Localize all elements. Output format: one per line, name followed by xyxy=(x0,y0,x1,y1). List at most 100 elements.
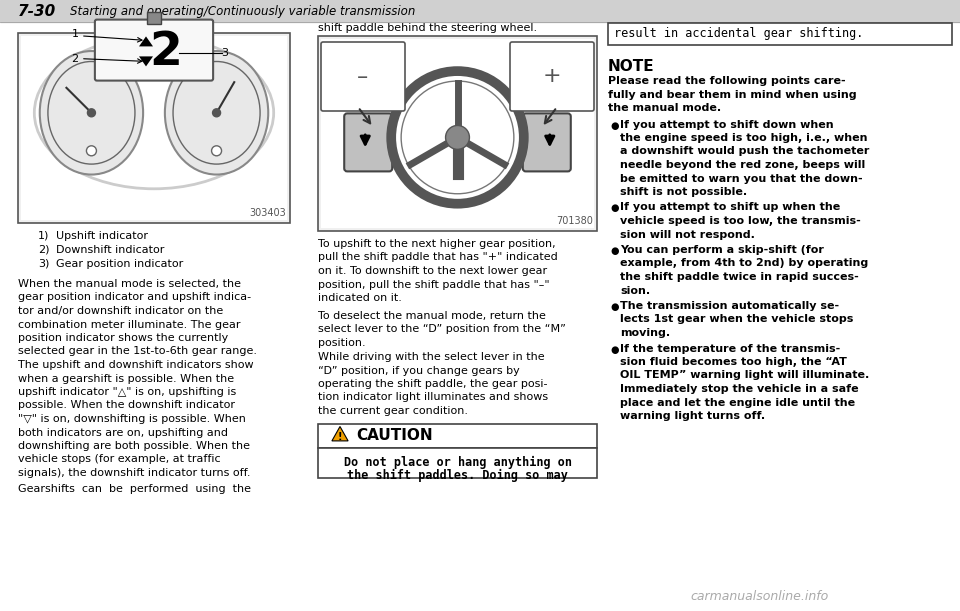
Text: vehicle speed is too low, the transmis-: vehicle speed is too low, the transmis- xyxy=(620,216,861,226)
Text: If you attempt to shift down when: If you attempt to shift down when xyxy=(620,120,833,130)
Text: position indicator shows the currently: position indicator shows the currently xyxy=(18,333,228,343)
Text: vehicle stops (for example, at traffic: vehicle stops (for example, at traffic xyxy=(18,455,221,464)
Bar xyxy=(318,423,597,447)
Text: ●: ● xyxy=(610,203,618,213)
Text: ●: ● xyxy=(610,120,618,131)
Text: To deselect the manual mode, return the: To deselect the manual mode, return the xyxy=(318,310,546,321)
Text: 3): 3) xyxy=(38,259,49,269)
Text: ●: ● xyxy=(610,246,618,256)
Text: gear position indicator and upshift indica-: gear position indicator and upshift indi… xyxy=(18,293,252,302)
Text: on it. To downshift to the next lower gear: on it. To downshift to the next lower ge… xyxy=(318,266,547,276)
Text: –: – xyxy=(357,67,369,87)
Text: pull the shift paddle that has "+" indicated: pull the shift paddle that has "+" indic… xyxy=(318,252,558,263)
Text: tion indicator light illuminates and shows: tion indicator light illuminates and sho… xyxy=(318,392,548,403)
Text: If you attempt to shift up when the: If you attempt to shift up when the xyxy=(620,202,840,213)
Text: 701380: 701380 xyxy=(556,216,593,226)
Bar xyxy=(318,36,597,231)
Text: indicated on it.: indicated on it. xyxy=(318,293,402,303)
Bar xyxy=(21,36,287,220)
Text: The upshift and downshift indicators show: The upshift and downshift indicators sho… xyxy=(18,360,253,370)
Text: the engine speed is too high, i.e., when: the engine speed is too high, i.e., when xyxy=(620,133,868,143)
Bar xyxy=(0,0,960,22)
Text: a downshift would push the tachometer: a downshift would push the tachometer xyxy=(620,147,870,156)
Text: example, from 4th to 2nd) by operating: example, from 4th to 2nd) by operating xyxy=(620,258,868,268)
Ellipse shape xyxy=(165,51,268,175)
Text: select lever to the “D” position from the “M”: select lever to the “D” position from th… xyxy=(318,324,565,334)
Text: 2: 2 xyxy=(150,31,182,75)
Text: operating the shift paddle, the gear posi-: operating the shift paddle, the gear pos… xyxy=(318,379,547,389)
Text: Gearshifts  can  be  performed  using  the: Gearshifts can be performed using the xyxy=(18,483,251,494)
Circle shape xyxy=(87,109,95,117)
FancyBboxPatch shape xyxy=(510,42,594,111)
Text: carmanualsonline.info: carmanualsonline.info xyxy=(691,590,829,603)
Text: The transmission automatically se-: The transmission automatically se- xyxy=(620,301,839,311)
FancyBboxPatch shape xyxy=(523,114,571,172)
Ellipse shape xyxy=(39,51,143,175)
Text: selected gear in the 1st-to-6th gear range.: selected gear in the 1st-to-6th gear ran… xyxy=(18,346,257,356)
Text: warning light turns off.: warning light turns off. xyxy=(620,411,765,421)
Bar xyxy=(321,39,594,228)
Text: Starting and operating/Continuously variable transmission: Starting and operating/Continuously vari… xyxy=(70,4,416,18)
Text: when a gearshift is possible. When the: when a gearshift is possible. When the xyxy=(18,373,234,384)
Text: both indicators are on, upshifting and: both indicators are on, upshifting and xyxy=(18,428,228,437)
Text: Immediately stop the vehicle in a safe: Immediately stop the vehicle in a safe xyxy=(620,384,858,394)
Text: 303403: 303403 xyxy=(250,208,286,218)
Polygon shape xyxy=(332,426,348,441)
FancyBboxPatch shape xyxy=(321,42,405,111)
Text: fully and bear them in mind when using: fully and bear them in mind when using xyxy=(608,89,856,100)
Text: downshifting are both possible. When the: downshifting are both possible. When the xyxy=(18,441,250,451)
Bar xyxy=(318,447,597,478)
Text: When the manual mode is selected, the: When the manual mode is selected, the xyxy=(18,279,241,289)
Text: sion.: sion. xyxy=(620,285,650,296)
Text: 1: 1 xyxy=(71,29,79,39)
Polygon shape xyxy=(139,37,153,46)
Text: the shift paddle twice in rapid succes-: the shift paddle twice in rapid succes- xyxy=(620,272,859,282)
Bar xyxy=(147,12,161,24)
Text: ●: ● xyxy=(610,302,618,312)
Text: result in accidental gear shifting.: result in accidental gear shifting. xyxy=(614,27,863,40)
Text: position.: position. xyxy=(318,337,366,348)
Text: sion will not respond.: sion will not respond. xyxy=(620,230,755,240)
Text: lects 1st gear when the vehicle stops: lects 1st gear when the vehicle stops xyxy=(620,315,853,324)
Text: "▽" is on, downshifting is possible. When: "▽" is on, downshifting is possible. Whe… xyxy=(18,414,246,424)
Circle shape xyxy=(211,146,222,156)
Text: possible. When the downshift indicator: possible. When the downshift indicator xyxy=(18,400,235,411)
Text: Upshift indicator: Upshift indicator xyxy=(56,231,148,241)
Text: 2): 2) xyxy=(38,245,50,255)
Text: be emitted to warn you that the down-: be emitted to warn you that the down- xyxy=(620,174,863,183)
Text: 3: 3 xyxy=(222,48,228,58)
Text: Do not place or hang anything on: Do not place or hang anything on xyxy=(344,455,571,469)
Text: Please read the following points care-: Please read the following points care- xyxy=(608,76,846,86)
Circle shape xyxy=(212,109,221,117)
Text: “D” position, if you change gears by: “D” position, if you change gears by xyxy=(318,365,519,376)
Bar xyxy=(18,33,290,223)
Circle shape xyxy=(445,125,469,149)
Text: position, pull the shift paddle that has "–": position, pull the shift paddle that has… xyxy=(318,279,550,290)
Text: signals), the downshift indicator turns off.: signals), the downshift indicator turns … xyxy=(18,468,251,478)
Text: 7-30: 7-30 xyxy=(18,4,57,18)
Text: upshift indicator "△" is on, upshifting is: upshift indicator "△" is on, upshifting … xyxy=(18,387,236,397)
Text: place and let the engine idle until the: place and let the engine idle until the xyxy=(620,398,855,408)
Text: To upshift to the next higher gear position,: To upshift to the next higher gear posit… xyxy=(318,239,556,249)
FancyBboxPatch shape xyxy=(95,20,213,81)
Text: 2: 2 xyxy=(71,54,79,64)
Text: !: ! xyxy=(338,431,343,442)
Text: If the temperature of the transmis-: If the temperature of the transmis- xyxy=(620,343,840,354)
Text: sion fluid becomes too high, the “AT: sion fluid becomes too high, the “AT xyxy=(620,357,847,367)
Text: Downshift indicator: Downshift indicator xyxy=(56,245,164,255)
Text: shift is not possible.: shift is not possible. xyxy=(620,187,747,197)
Text: ●: ● xyxy=(610,345,618,354)
Text: While driving with the select lever in the: While driving with the select lever in t… xyxy=(318,352,544,362)
Text: tor and/or downshift indicator on the: tor and/or downshift indicator on the xyxy=(18,306,224,316)
Text: OIL TEMP” warning light will illuminate.: OIL TEMP” warning light will illuminate. xyxy=(620,370,869,381)
Text: the current gear condition.: the current gear condition. xyxy=(318,406,468,416)
FancyBboxPatch shape xyxy=(345,114,393,172)
Text: You can perform a skip-shift (for: You can perform a skip-shift (for xyxy=(620,245,824,255)
Text: +: + xyxy=(542,67,562,87)
Polygon shape xyxy=(139,56,153,67)
Text: NOTE: NOTE xyxy=(608,59,655,74)
Text: CAUTION: CAUTION xyxy=(356,428,433,443)
Text: Gear position indicator: Gear position indicator xyxy=(56,259,183,269)
Text: shift paddle behind the steering wheel.: shift paddle behind the steering wheel. xyxy=(318,23,538,33)
Text: moving.: moving. xyxy=(620,328,670,338)
